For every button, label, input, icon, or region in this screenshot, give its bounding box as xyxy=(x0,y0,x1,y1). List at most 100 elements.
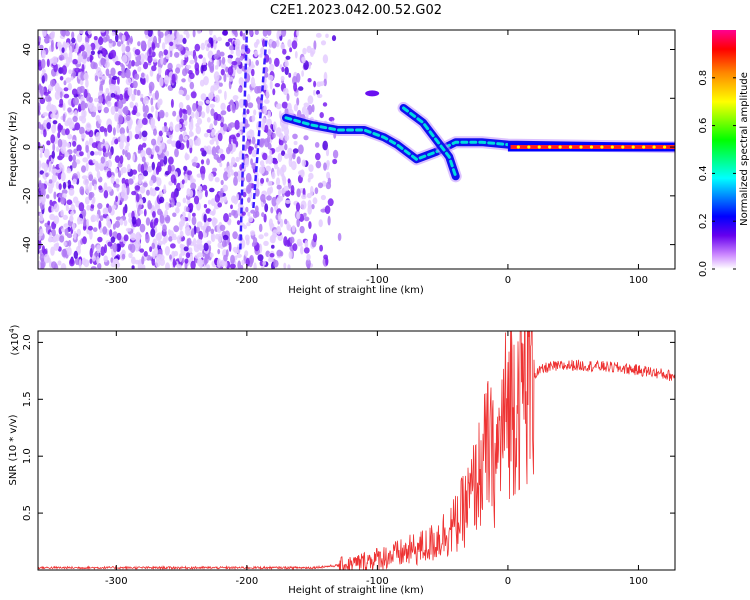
noise-speck xyxy=(42,112,48,117)
noise-speck xyxy=(38,111,41,116)
noise-speck xyxy=(202,232,207,238)
noise-speck xyxy=(301,194,307,200)
noise-speck xyxy=(265,89,270,100)
noise-speck xyxy=(269,253,275,258)
noise-speck xyxy=(143,96,149,105)
noise-speck xyxy=(96,256,100,265)
noise-speck xyxy=(54,90,61,100)
noise-speck xyxy=(65,128,70,136)
noise-speck xyxy=(38,160,42,169)
noise-speck xyxy=(129,35,133,45)
noise-speck xyxy=(323,162,327,171)
noise-speck xyxy=(99,165,105,171)
noise-speck xyxy=(90,61,96,70)
noise-speck xyxy=(187,212,191,222)
noise-speck xyxy=(231,209,236,216)
noise-speck xyxy=(79,85,85,93)
noise-speck xyxy=(251,162,256,170)
noise-speck xyxy=(206,117,211,123)
noise-speck xyxy=(74,48,79,54)
noise-speck xyxy=(90,266,97,269)
noise-speck xyxy=(217,202,222,208)
noise-speck xyxy=(58,183,62,190)
noise-speck xyxy=(86,218,89,227)
noise-speck xyxy=(46,58,50,68)
noise-speck xyxy=(219,51,225,57)
noise-speck xyxy=(60,209,64,217)
noise-speck xyxy=(288,72,292,78)
noise-speck xyxy=(188,72,195,80)
noise-speck xyxy=(142,142,147,148)
noise-speck xyxy=(168,156,174,165)
noise-speck xyxy=(50,246,55,256)
noise-speck xyxy=(203,204,207,209)
noise-speck xyxy=(85,79,89,88)
noise-speck xyxy=(90,203,95,209)
noise-speck xyxy=(222,123,228,132)
noise-speck xyxy=(196,238,203,245)
noise-speck xyxy=(105,87,110,95)
noise-speck xyxy=(301,159,306,167)
noise-speck xyxy=(190,182,197,190)
noise-speck xyxy=(227,54,234,59)
noise-speck xyxy=(140,97,144,102)
noise-speck xyxy=(131,256,136,265)
noise-speck xyxy=(228,142,233,152)
noise-speck xyxy=(54,82,60,93)
noise-speck xyxy=(112,242,118,253)
noise-speck xyxy=(247,197,251,203)
noise-speck xyxy=(255,59,259,66)
noise-speck xyxy=(66,142,71,148)
noise-speck xyxy=(245,237,250,246)
noise-speck xyxy=(42,69,46,74)
noise-speck xyxy=(50,113,56,119)
noise-speck xyxy=(60,144,66,155)
noise-speck xyxy=(66,233,73,239)
noise-speck xyxy=(61,228,66,233)
noise-speck xyxy=(266,177,269,183)
noise-speck xyxy=(151,42,156,51)
x-tick-label: -300 xyxy=(105,576,128,587)
noise-speck xyxy=(288,250,293,259)
noise-speck xyxy=(149,246,153,253)
noise-speck xyxy=(262,30,268,37)
noise-speck xyxy=(210,228,215,234)
noise-speck xyxy=(236,132,241,138)
noise-speck xyxy=(274,83,281,88)
noise-speck xyxy=(287,39,292,48)
noise-speck xyxy=(286,93,290,102)
noise-speck xyxy=(203,76,209,86)
noise-speck xyxy=(158,109,165,119)
noise-speck xyxy=(70,76,74,81)
noise-speck xyxy=(39,152,43,158)
noise-speck xyxy=(135,112,141,117)
noise-speck xyxy=(302,47,307,55)
x-tick-label: -300 xyxy=(105,275,128,286)
noise-speck xyxy=(173,191,177,202)
noise-speck xyxy=(283,87,289,96)
noise-speck xyxy=(88,174,94,182)
noise-speck xyxy=(46,140,51,146)
noise-speck xyxy=(49,213,55,221)
noise-speck xyxy=(303,135,309,141)
noise-speck xyxy=(275,146,281,153)
noise-speck xyxy=(83,72,89,81)
noise-speck xyxy=(91,199,95,205)
spectrogram-y-ticks: -40 -20 0 20 40 xyxy=(22,43,675,253)
noise-speck xyxy=(111,204,117,210)
colorbar-label: Normalized spectral amplitude xyxy=(739,72,750,226)
noise-speck xyxy=(127,86,133,97)
noise-speck xyxy=(185,222,190,232)
noise-speck xyxy=(46,194,50,199)
noise-speck xyxy=(143,208,147,217)
noise-speck xyxy=(227,66,234,76)
noise-speck xyxy=(172,110,177,117)
noise-speck xyxy=(99,227,103,234)
x-tick-label: -200 xyxy=(236,576,259,587)
carrier-dot xyxy=(527,145,531,149)
noise-speck xyxy=(191,112,195,119)
noise-speck xyxy=(106,215,110,224)
noise-speck xyxy=(38,216,44,221)
noise-speck xyxy=(209,123,214,130)
